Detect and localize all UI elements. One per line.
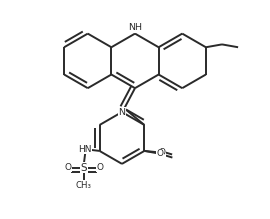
Text: NH: NH	[129, 23, 143, 32]
Text: N: N	[119, 108, 126, 117]
Text: O: O	[159, 148, 166, 157]
Text: S: S	[80, 162, 87, 173]
Text: O: O	[156, 150, 163, 159]
Text: O: O	[96, 163, 103, 172]
Text: CH₃: CH₃	[76, 181, 92, 190]
Text: O: O	[64, 163, 71, 172]
Text: HN: HN	[79, 145, 92, 154]
